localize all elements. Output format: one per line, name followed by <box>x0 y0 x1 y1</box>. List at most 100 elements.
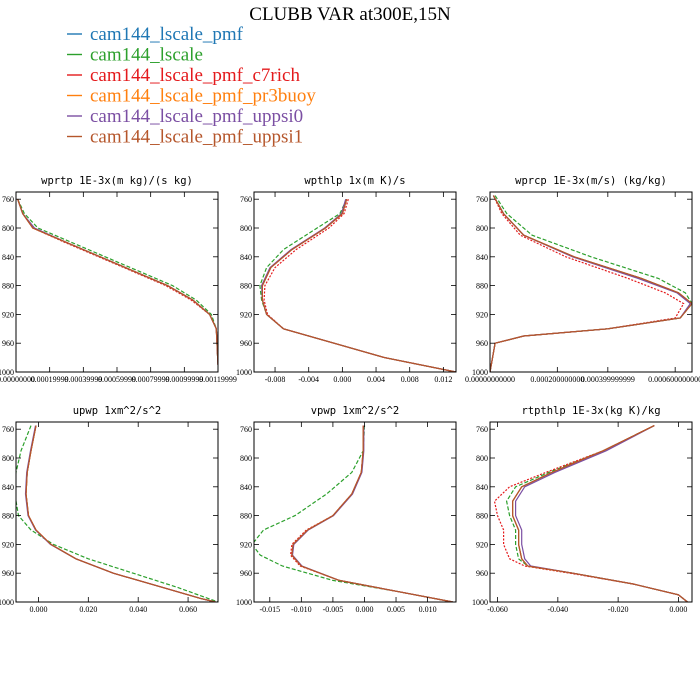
series-line <box>17 199 218 365</box>
x-tick-label: 0.000600000000 <box>648 375 700 384</box>
x-tick-label: -0.020 <box>608 605 629 614</box>
x-tick-label: 0.040 <box>129 605 147 614</box>
y-tick-label: 880 <box>476 282 488 291</box>
series-line <box>490 195 692 372</box>
y-tick-label: 920 <box>2 310 14 319</box>
series-line <box>25 425 216 602</box>
y-tick-label: 960 <box>240 569 252 578</box>
panel-title: wprtp 1E-3x(m kg)/(s kg) <box>41 175 193 187</box>
y-tick-label: 1000 <box>472 368 488 377</box>
x-tick-label: 0.005 <box>387 605 405 614</box>
x-tick-label: -0.004 <box>298 375 319 384</box>
y-tick-label: 920 <box>476 540 488 549</box>
chart-panel: wprtp 1E-3x(m kg)/(s kg) 760 800 840 880 920 9… <box>0 175 237 384</box>
y-tick-label: 760 <box>2 425 14 434</box>
x-tick-label: 0.008 <box>401 375 419 384</box>
series-group <box>493 425 688 602</box>
y-tick-label: 800 <box>2 224 14 233</box>
y-tick-label: 800 <box>476 454 488 463</box>
y-tick-label: 840 <box>476 253 488 262</box>
x-tick-label: 0.012 <box>434 375 452 384</box>
y-tick-label: 760 <box>2 195 14 204</box>
x-tick-label: 0.004 <box>367 375 385 384</box>
series-line <box>490 195 692 372</box>
series-line <box>490 195 692 372</box>
y-tick-label: 760 <box>476 425 488 434</box>
x-tick-label: -0.040 <box>547 605 568 614</box>
y-tick-label: 1000 <box>0 368 14 377</box>
y-tick-label: 840 <box>2 483 14 492</box>
legend-entry: cam144_lscale_pmf_uppsi0 <box>90 106 303 127</box>
y-tick-label: 880 <box>240 282 252 291</box>
series-line <box>254 425 453 602</box>
series-group <box>254 425 453 602</box>
series-line <box>505 425 688 602</box>
x-tick-label: -0.008 <box>265 375 286 384</box>
series-line <box>263 199 456 372</box>
y-tick-label: 920 <box>240 310 252 319</box>
y-tick-label: 920 <box>240 540 252 549</box>
panel-title: wpthlp 1x(m K)/s <box>304 175 405 187</box>
y-tick-label: 1000 <box>472 598 488 607</box>
plot-frame <box>253 421 457 603</box>
x-tick-label: -0.060 <box>487 605 508 614</box>
series-line <box>17 199 218 365</box>
panel-title: vpwp 1xm^2/s^2 <box>311 405 400 417</box>
x-tick-label: 0.00000000 <box>0 375 35 384</box>
panel-title: wprcp 1E-3x(m/s) (kg/kg) <box>515 175 667 187</box>
y-tick-label: 760 <box>476 195 488 204</box>
series-line <box>17 198 218 365</box>
plot-frame <box>15 421 219 603</box>
series-line <box>261 199 456 372</box>
panel-title: upwp 1xm^2/s^2 <box>73 405 162 417</box>
y-tick-label: 960 <box>2 569 14 578</box>
series-group <box>490 195 692 372</box>
x-tick-label: 0.00000000000 <box>465 375 515 384</box>
legend-entry: cam144_lscale_pmf_c7rich <box>90 65 300 86</box>
y-tick-label: 840 <box>2 253 14 262</box>
x-tick-label: 0.00119999 <box>199 375 237 384</box>
y-tick-label: 880 <box>2 512 14 521</box>
series-line <box>17 199 218 365</box>
panel-title: rtpthlp 1E-3x(kg K)/kg <box>521 405 660 417</box>
series-line <box>511 425 688 602</box>
chart-panel: wprcp 1E-3x(m/s) (kg/kg) 760 800 840 880 920 9… <box>465 175 700 384</box>
y-tick-label: 1000 <box>236 598 252 607</box>
y-tick-label: 1000 <box>236 368 252 377</box>
legend-entry: cam144_lscale_pmf_pr3buoy <box>90 86 316 107</box>
x-tick-label: 0.000 <box>355 605 373 614</box>
panels: wprtp 1E-3x(m kg)/(s kg) 760 800 840 880 920 9… <box>0 175 700 614</box>
chart-panel: rtpthlp 1E-3x(kg K)/kg 760 800 840 880 920 960… <box>472 405 693 614</box>
y-tick-label: 760 <box>240 425 252 434</box>
y-tick-label: 880 <box>240 512 252 521</box>
y-tick-label: 960 <box>476 339 488 348</box>
plot-frame <box>15 191 219 373</box>
y-tick-label: 840 <box>476 483 488 492</box>
y-tick-label: 800 <box>240 224 252 233</box>
y-tick-label: 960 <box>240 339 252 348</box>
x-tick-label: -0.015 <box>259 605 280 614</box>
x-tick-label: 0.020 <box>79 605 97 614</box>
series-line <box>493 425 688 602</box>
x-tick-label: -0.010 <box>291 605 312 614</box>
series-line <box>291 425 453 602</box>
series-line <box>260 199 456 372</box>
chart-panel: wpthlp 1x(m K)/s 760 800 840 880 920 960 1000 -0… <box>236 175 457 384</box>
x-tick-label: -0.005 <box>323 605 344 614</box>
series-line <box>17 199 218 365</box>
y-tick-label: 960 <box>476 569 488 578</box>
x-tick-label: 0.00059999 <box>98 375 136 384</box>
series-line <box>17 199 218 365</box>
x-tick-label: 0.00039999 <box>64 375 102 384</box>
x-tick-label: 0.00099999 <box>165 375 203 384</box>
chart-panel: upwp 1xm^2/s^2 760 800 840 880 920 960 1000 0.00… <box>0 405 219 614</box>
y-tick-label: 800 <box>476 224 488 233</box>
chart-panel: vpwp 1xm^2/s^2 760 800 840 880 920 960 1000 -0.0… <box>236 405 457 614</box>
y-tick-label: 840 <box>240 483 252 492</box>
figure-title: CLUBB VAR at300E,15N <box>249 4 451 25</box>
plot-frame <box>489 191 693 373</box>
x-tick-label: 0.00079999 <box>132 375 170 384</box>
x-tick-label: 0.000 <box>333 375 351 384</box>
legend-entry: cam144_lscale_pmf <box>90 24 244 45</box>
series-group <box>17 198 218 365</box>
